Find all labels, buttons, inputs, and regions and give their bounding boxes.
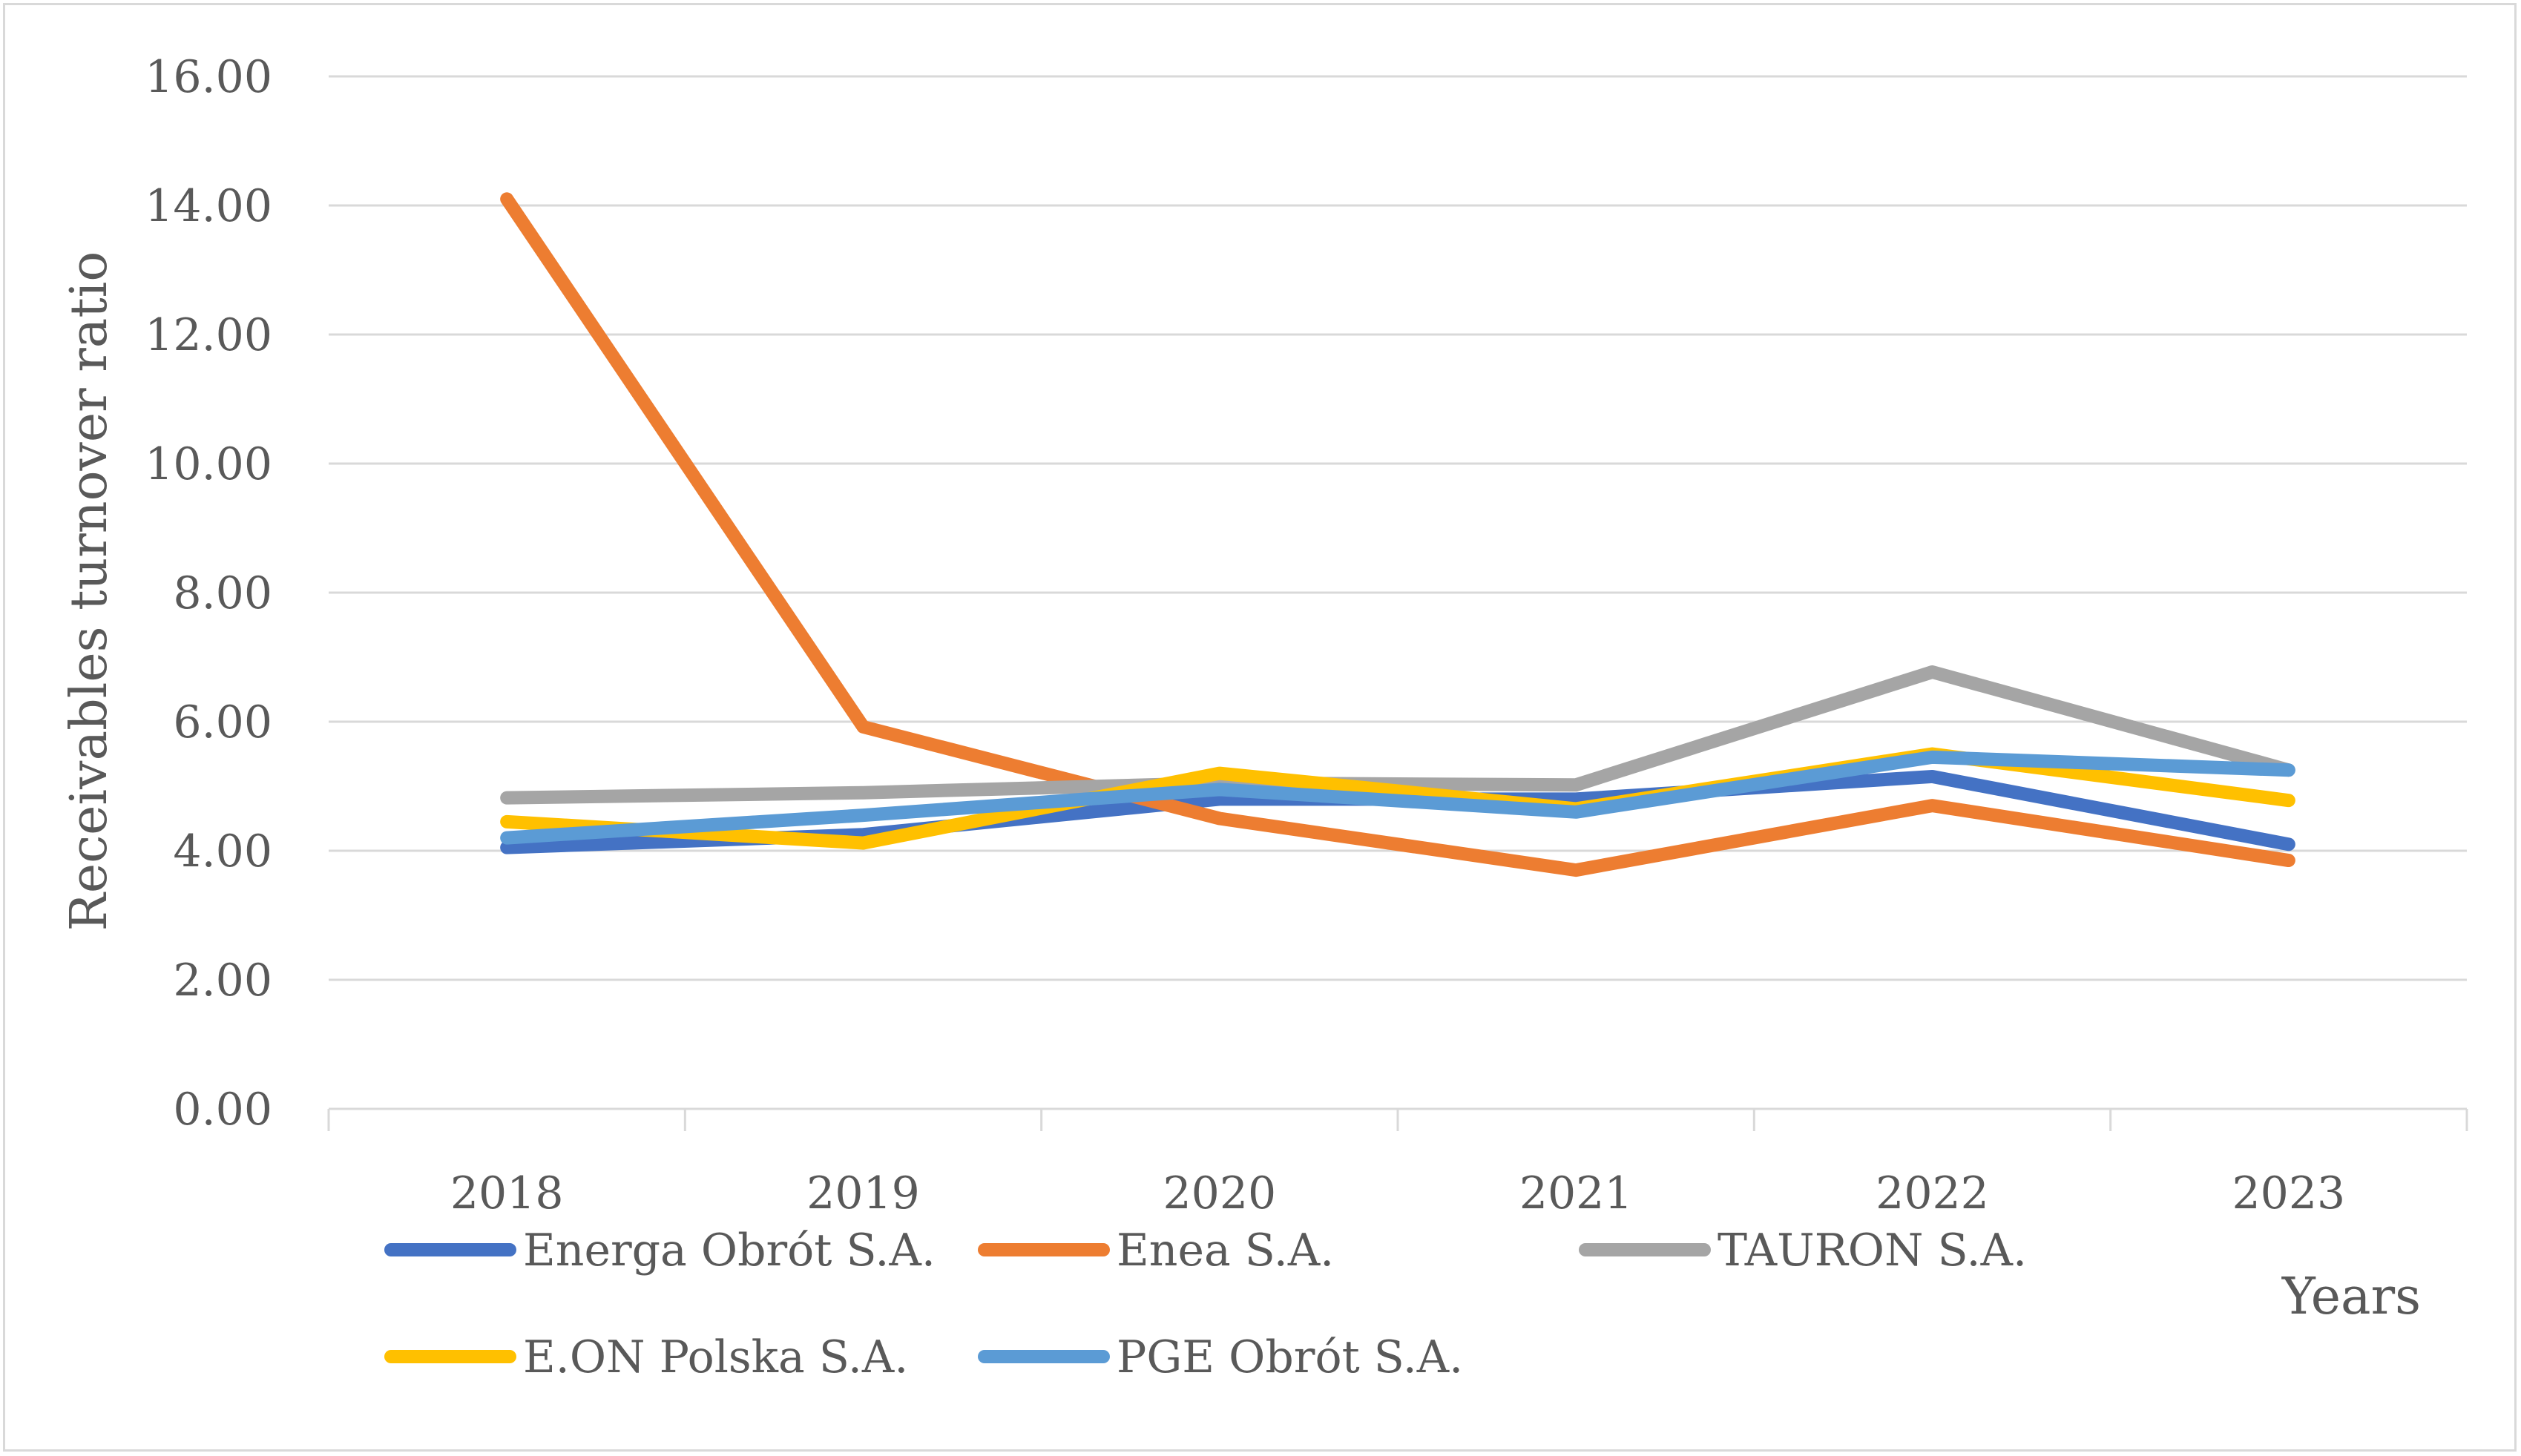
y-axis-title: Receivables turnover ratio bbox=[60, 251, 119, 932]
y-tick-label: 12.00 bbox=[145, 309, 272, 361]
y-tick-label: 16.00 bbox=[145, 51, 272, 103]
x-tick-label: 2020 bbox=[1163, 1167, 1276, 1219]
series-lines bbox=[500, 192, 2295, 877]
y-axis-ticks: 0.00 2.00 4.00 6.00 8.00 10.00 12.00 14.00 16.00 bbox=[145, 51, 272, 1136]
legend-label: E.ON Polska S.A. bbox=[523, 1331, 908, 1383]
x-axis bbox=[327, 1107, 2468, 1131]
y-tick-label: 10.00 bbox=[145, 438, 272, 490]
x-axis-title: Years bbox=[2281, 1268, 2421, 1326]
y-tick-label: 2.00 bbox=[173, 955, 272, 1007]
legend-label: PGE Obrót S.A. bbox=[1117, 1331, 1463, 1383]
y-tick-label: 0.00 bbox=[173, 1084, 272, 1136]
y-tick-label: 14.00 bbox=[145, 180, 272, 232]
y-tick-label: 6.00 bbox=[173, 696, 272, 748]
series-line-4 bbox=[500, 750, 2295, 845]
x-tick-label: 2023 bbox=[2232, 1167, 2345, 1219]
chart-frame: 0.00 2.00 4.00 6.00 8.00 10.00 12.00 14.00 16.00… bbox=[3, 3, 2517, 1452]
x-tick-label: 2022 bbox=[1876, 1167, 1989, 1219]
series-line-2 bbox=[500, 665, 2295, 805]
y-tick-label: 8.00 bbox=[173, 567, 272, 619]
y-tick-label: 4.00 bbox=[173, 826, 272, 877]
legend-label: TAURON S.A. bbox=[1718, 1225, 2027, 1277]
x-tick-label: 2018 bbox=[450, 1167, 564, 1219]
legend-label: Energa Obrót S.A. bbox=[523, 1225, 936, 1277]
legend: Energa Obrót S.A. Enea S.A. TAURON S.A. E.O… bbox=[384, 1225, 2027, 1383]
line-chart: 0.00 2.00 4.00 6.00 8.00 10.00 12.00 14.00 16.00… bbox=[60, 51, 2468, 1383]
series-line-1 bbox=[500, 192, 2295, 877]
x-tick-label: 2021 bbox=[1519, 1167, 1633, 1219]
x-axis-ticks: 2018 2019 2020 2021 2022 2023 bbox=[450, 1167, 2345, 1219]
x-tick-label: 2019 bbox=[806, 1167, 920, 1219]
legend-label: Enea S.A. bbox=[1117, 1225, 1334, 1277]
